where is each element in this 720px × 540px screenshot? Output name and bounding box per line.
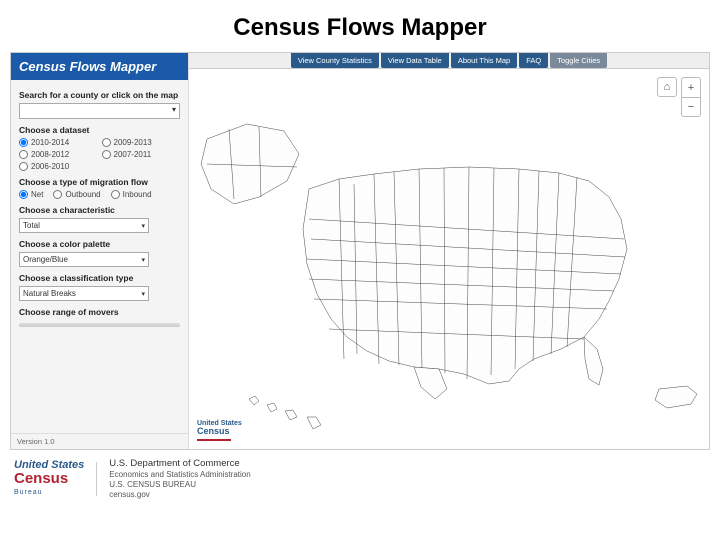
range-label: Choose range of movers xyxy=(19,307,180,317)
divider xyxy=(96,462,97,496)
chevron-down-icon: ▾ xyxy=(141,290,145,298)
home-button[interactable]: ⌂ xyxy=(657,77,677,97)
radio-input[interactable] xyxy=(19,162,28,171)
radio-input[interactable] xyxy=(19,138,28,147)
search-label: Search for a county or click on the map xyxy=(19,90,180,100)
version-text: Version 1.0 xyxy=(11,433,188,449)
classification-select[interactable]: Natural Breaks ▾ xyxy=(19,286,149,301)
radio-input[interactable] xyxy=(19,190,28,199)
slide-title: Census Flows Mapper xyxy=(0,0,720,52)
dataset-option[interactable]: 2009-2013 xyxy=(102,138,181,147)
classification-label: Choose a classification type xyxy=(19,273,180,283)
zoom-in-button[interactable]: + xyxy=(681,77,701,97)
flow-label: Choose a type of migration flow xyxy=(19,177,180,187)
sidebar: Census Flows Mapper Search for a county … xyxy=(11,53,189,449)
option-label: Inbound xyxy=(123,190,152,199)
range-slider[interactable] xyxy=(19,323,180,327)
tab-about[interactable]: About This Map xyxy=(451,53,517,68)
tab-faq[interactable]: FAQ xyxy=(519,53,548,68)
tab-toggle-cities[interactable]: Toggle Cities xyxy=(550,53,607,68)
app-window: Census Flows Mapper Search for a county … xyxy=(10,52,710,450)
select-value: Natural Breaks xyxy=(23,289,76,298)
map-attribution-logo: United States Census xyxy=(197,420,242,443)
sidebar-header: Census Flows Mapper xyxy=(11,53,188,80)
radio-input[interactable] xyxy=(111,190,120,199)
dataset-option[interactable]: 2006-2010 xyxy=(19,162,98,171)
palette-select[interactable]: Orange/Blue ▾ xyxy=(19,252,149,267)
footer-line: U.S. CENSUS BUREAU xyxy=(109,480,250,490)
tab-data-table[interactable]: View Data Table xyxy=(381,53,449,68)
map-controls: ⌂ + − xyxy=(657,77,701,117)
county-search-input[interactable] xyxy=(19,103,180,119)
footer: United States Census Bureau U.S. Departm… xyxy=(10,452,710,506)
map-panel: View County Statistics View Data Table A… xyxy=(189,53,709,449)
select-value: Total xyxy=(23,221,40,230)
minus-icon: − xyxy=(688,101,694,113)
option-label: Outbound xyxy=(65,190,100,199)
chevron-down-icon: ▾ xyxy=(141,222,145,230)
census-logo: United States Census Bureau xyxy=(14,460,84,497)
option-label: 2007-2011 xyxy=(114,150,152,159)
flow-option[interactable]: Inbound xyxy=(111,190,152,199)
tab-county-stats[interactable]: View County Statistics xyxy=(291,53,379,68)
us-map-svg xyxy=(189,69,709,449)
radio-input[interactable] xyxy=(19,150,28,159)
radio-input[interactable] xyxy=(102,150,111,159)
plus-icon: + xyxy=(688,82,694,94)
top-tabs: View County Statistics View Data Table A… xyxy=(189,53,709,69)
palette-label: Choose a color palette xyxy=(19,239,180,249)
dataset-option[interactable]: 2008-2012 xyxy=(19,150,98,159)
dataset-options: 2010-2014 2009-2013 2008-2012 2007-2011 … xyxy=(19,138,180,171)
zoom-out-button[interactable]: − xyxy=(681,97,701,117)
footer-line: Economics and Statistics Administration xyxy=(109,470,250,480)
option-label: 2008-2012 xyxy=(31,150,69,159)
footer-line: census.gov xyxy=(109,490,250,500)
radio-input[interactable] xyxy=(102,138,111,147)
footer-dept: U.S. Department of Commerce xyxy=(109,458,250,470)
option-label: 2010-2014 xyxy=(31,138,69,147)
select-value: Orange/Blue xyxy=(23,255,68,264)
home-icon: ⌂ xyxy=(664,81,671,93)
option-label: 2009-2013 xyxy=(114,138,152,147)
dataset-option[interactable]: 2010-2014 xyxy=(19,138,98,147)
map-canvas[interactable]: ⌂ + − United States Census xyxy=(189,69,709,449)
footer-text: U.S. Department of Commerce Economics an… xyxy=(109,458,250,500)
sidebar-body: Search for a county or click on the map … xyxy=(11,80,188,433)
radio-input[interactable] xyxy=(53,190,62,199)
flow-options: Net Outbound Inbound xyxy=(19,190,180,199)
dataset-label: Choose a dataset xyxy=(19,125,180,135)
chevron-down-icon: ▾ xyxy=(141,256,145,264)
dataset-option[interactable]: 2007-2011 xyxy=(102,150,181,159)
characteristic-select[interactable]: Total ▾ xyxy=(19,218,149,233)
option-label: 2006-2010 xyxy=(31,162,69,171)
flow-option[interactable]: Net xyxy=(19,190,43,199)
characteristic-label: Choose a characteristic xyxy=(19,205,180,215)
flow-option[interactable]: Outbound xyxy=(53,190,100,199)
option-label: Net xyxy=(31,190,43,199)
